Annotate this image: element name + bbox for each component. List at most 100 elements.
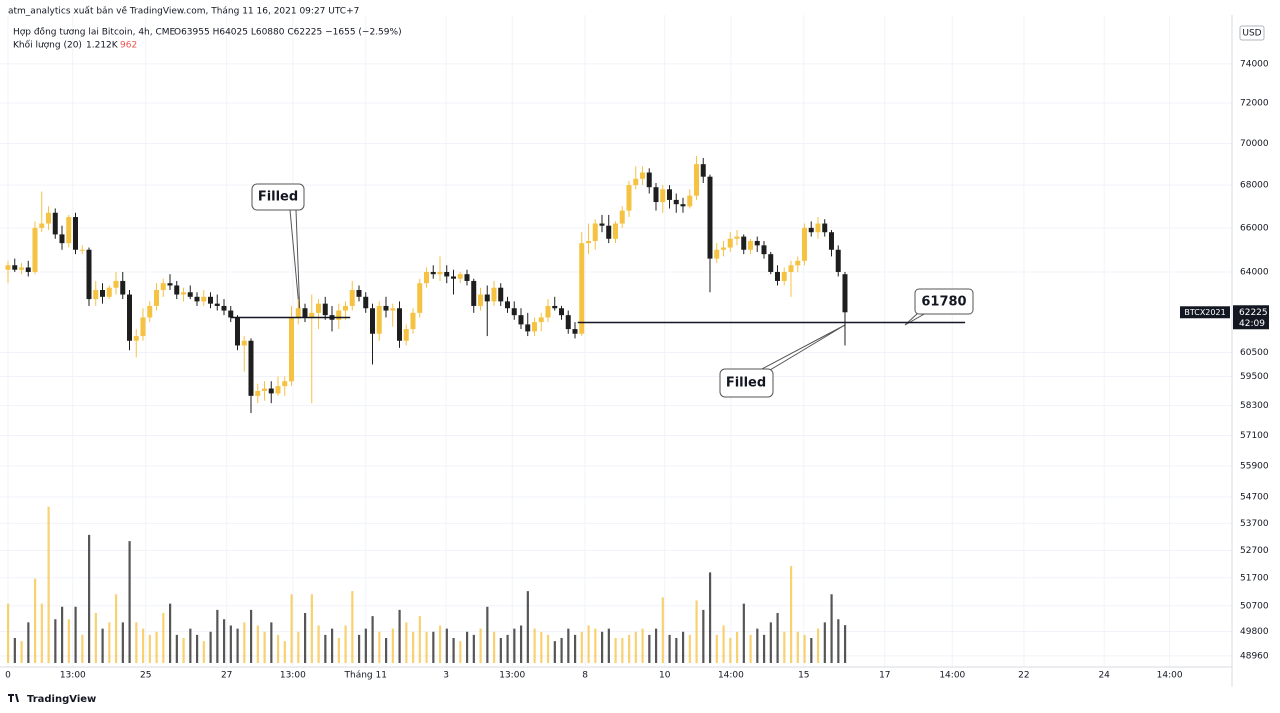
candle-body xyxy=(72,217,78,250)
volume-bar xyxy=(94,613,97,663)
volume-bar xyxy=(290,594,293,663)
volume-bar xyxy=(837,619,840,663)
y-tick-label: 51700 xyxy=(1240,573,1269,583)
volume-bar xyxy=(378,631,381,663)
currency-box xyxy=(1239,25,1265,41)
volume-bar xyxy=(492,631,496,663)
volume-bar xyxy=(762,634,766,663)
candle-body xyxy=(464,274,470,281)
volume-bar xyxy=(702,609,705,663)
volume-bar xyxy=(216,609,219,663)
volume-bar xyxy=(148,634,151,663)
candle-body xyxy=(86,249,92,300)
y-tick-label: 49800 xyxy=(1240,627,1269,637)
x-tick-label: 22 xyxy=(1018,671,1029,681)
volume-bar xyxy=(553,641,556,663)
candle-body xyxy=(376,305,382,334)
x-tick-label: 13:00 xyxy=(280,671,306,681)
candle-body xyxy=(93,289,99,300)
brand-logo: TradingView xyxy=(8,694,96,705)
y-tick-label: 64000 xyxy=(1240,267,1269,277)
volume-bar xyxy=(330,628,334,663)
candle-body xyxy=(720,247,726,250)
volume-bar xyxy=(40,603,43,663)
candle-body xyxy=(207,296,213,304)
volume-bar xyxy=(810,638,813,663)
volume-bar xyxy=(276,634,280,663)
candle-body xyxy=(126,294,132,341)
volume-bar xyxy=(675,638,678,663)
candle-body xyxy=(120,280,126,295)
y-tick-label: 54700 xyxy=(1240,492,1269,502)
volume-bar xyxy=(789,566,793,663)
candle-body xyxy=(781,271,787,281)
candle-body xyxy=(52,212,58,235)
candle-body xyxy=(626,185,632,211)
volume-bar xyxy=(729,638,732,663)
volume-bar xyxy=(445,628,448,663)
candle-body xyxy=(450,276,456,279)
candle-body xyxy=(639,172,645,179)
candle-body xyxy=(525,324,531,332)
volume-bar xyxy=(297,631,300,663)
candle-body xyxy=(241,340,247,346)
candle-body xyxy=(336,310,342,320)
x-tick-label: 13:00 xyxy=(499,671,525,681)
publisher: atm_analytics xuất bản về TradingView.co… xyxy=(8,6,359,17)
volume-bar xyxy=(351,591,354,663)
candle-body xyxy=(808,227,814,233)
volume-bar xyxy=(600,631,604,663)
y-tick-label: 68000 xyxy=(1240,181,1269,191)
volume-bar xyxy=(398,609,401,663)
volume-bar xyxy=(769,622,772,663)
candle-body xyxy=(498,287,504,302)
volume-bar xyxy=(472,634,475,663)
candle-body xyxy=(579,243,585,334)
candle-body xyxy=(99,289,105,297)
candle-body xyxy=(538,317,544,323)
candle-body xyxy=(417,283,423,313)
volume-bar xyxy=(310,594,313,663)
volume-bar xyxy=(567,628,570,663)
volume-bar xyxy=(681,631,685,663)
x-tick-label: 25 xyxy=(140,671,151,681)
candle-body xyxy=(687,195,693,207)
symbol-tag: BTCX2021 xyxy=(1184,308,1225,317)
volume-bar xyxy=(749,634,752,663)
volume-bar xyxy=(47,506,50,663)
candle-body xyxy=(612,223,618,239)
candle-body xyxy=(801,227,807,261)
volume-bar xyxy=(162,613,165,663)
candle-body xyxy=(646,172,652,188)
ohlc: O63955 H64025 L60880 C62225 −1655 (−2.59… xyxy=(174,28,402,38)
y-tick-label: 74000 xyxy=(1240,59,1269,69)
volume-bar xyxy=(128,541,131,663)
candle-body xyxy=(315,303,321,313)
volume-bar xyxy=(155,631,158,663)
candle-body xyxy=(228,310,234,318)
candle-body xyxy=(390,308,396,311)
candle-body xyxy=(39,223,45,228)
candle-body xyxy=(619,210,625,224)
candle-body xyxy=(768,254,774,272)
candle-body xyxy=(187,292,193,297)
candle-body xyxy=(160,283,166,290)
candle-body xyxy=(660,189,666,203)
candle-body xyxy=(113,280,119,288)
y-tick-label: 66000 xyxy=(1240,223,1269,233)
candle-body xyxy=(585,240,591,244)
volume-bar xyxy=(648,634,651,663)
candle-body xyxy=(741,236,747,250)
candle-body xyxy=(795,260,801,266)
y-tick-label: 58300 xyxy=(1240,401,1269,411)
volume-bar xyxy=(634,631,637,663)
candle-body xyxy=(592,223,598,241)
x-tick-label: 14:00 xyxy=(1157,671,1183,681)
volume-bar xyxy=(236,628,239,663)
volume-bar xyxy=(74,606,77,663)
candle-body xyxy=(45,212,51,224)
candle-body xyxy=(504,301,510,309)
candle-body xyxy=(5,265,11,270)
volume-bar xyxy=(270,622,273,663)
